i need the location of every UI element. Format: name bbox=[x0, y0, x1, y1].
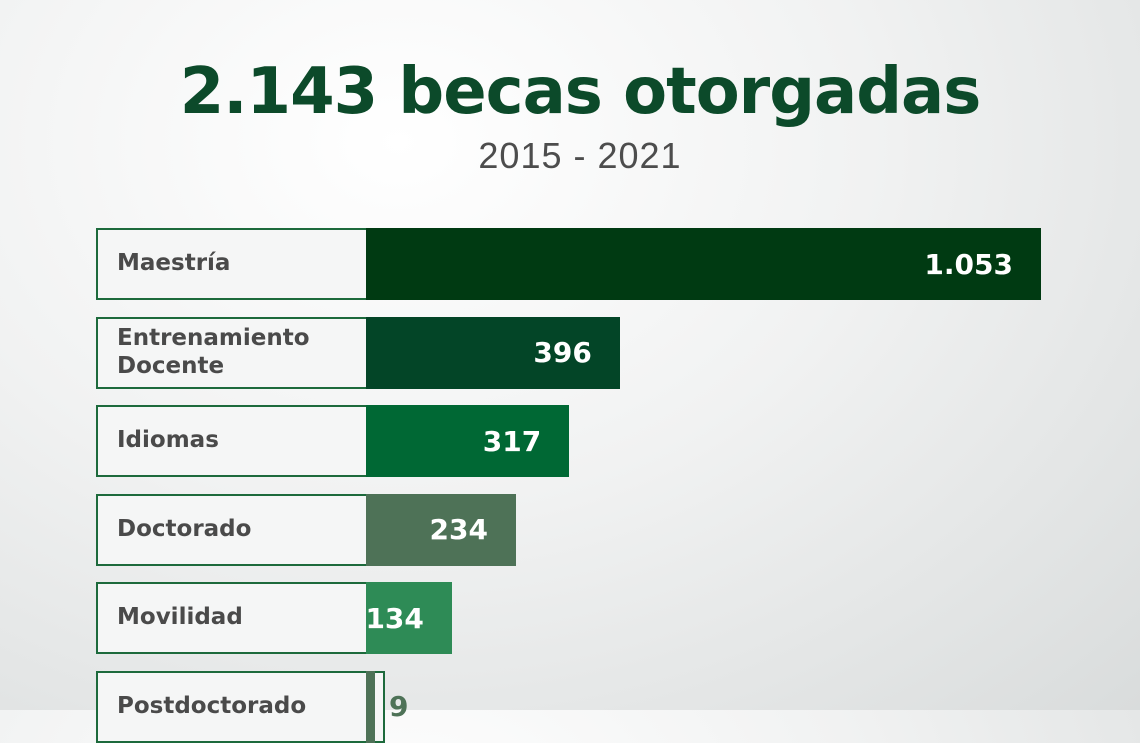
category-label-box: Postdoctorado bbox=[96, 670, 385, 743]
bar-value-label: 9 bbox=[389, 690, 409, 723]
bar bbox=[366, 582, 452, 654]
bar-value-label: 1.053 bbox=[924, 247, 1013, 281]
category-label-box: Idiomas bbox=[96, 405, 385, 477]
category-label-box: Maestría bbox=[96, 228, 385, 300]
category-label: Idiomas bbox=[117, 427, 219, 454]
category-label: Maestría bbox=[117, 250, 231, 277]
category-label-box: Doctorado bbox=[96, 493, 385, 566]
category-label: Entrenamiento Docente bbox=[117, 324, 310, 379]
category-label: Movilidad bbox=[117, 604, 243, 631]
bar bbox=[366, 670, 375, 743]
bar-value-label: 396 bbox=[533, 336, 592, 369]
bar bbox=[366, 493, 516, 566]
bar bbox=[366, 228, 1041, 300]
bar bbox=[366, 405, 570, 477]
category-label: Doctorado bbox=[117, 515, 252, 542]
category-label-box: Movilidad bbox=[96, 582, 385, 654]
chart-title: 2.143 becas otorgadas bbox=[179, 55, 982, 129]
bar-value-label: 134 bbox=[365, 601, 424, 635]
category-label: Postdoctorado bbox=[117, 692, 307, 719]
bar-chart: Maestría 1.053 Entrenamiento Docente 396 Idi… bbox=[96, 228, 1041, 743]
chart-subtitle: 2015 - 2021 bbox=[478, 135, 682, 176]
bar bbox=[366, 316, 620, 389]
bar-value-label: 234 bbox=[429, 513, 488, 546]
bar-value-label: 317 bbox=[482, 424, 542, 458]
category-label-box: Entrenamiento Docente bbox=[96, 316, 385, 389]
